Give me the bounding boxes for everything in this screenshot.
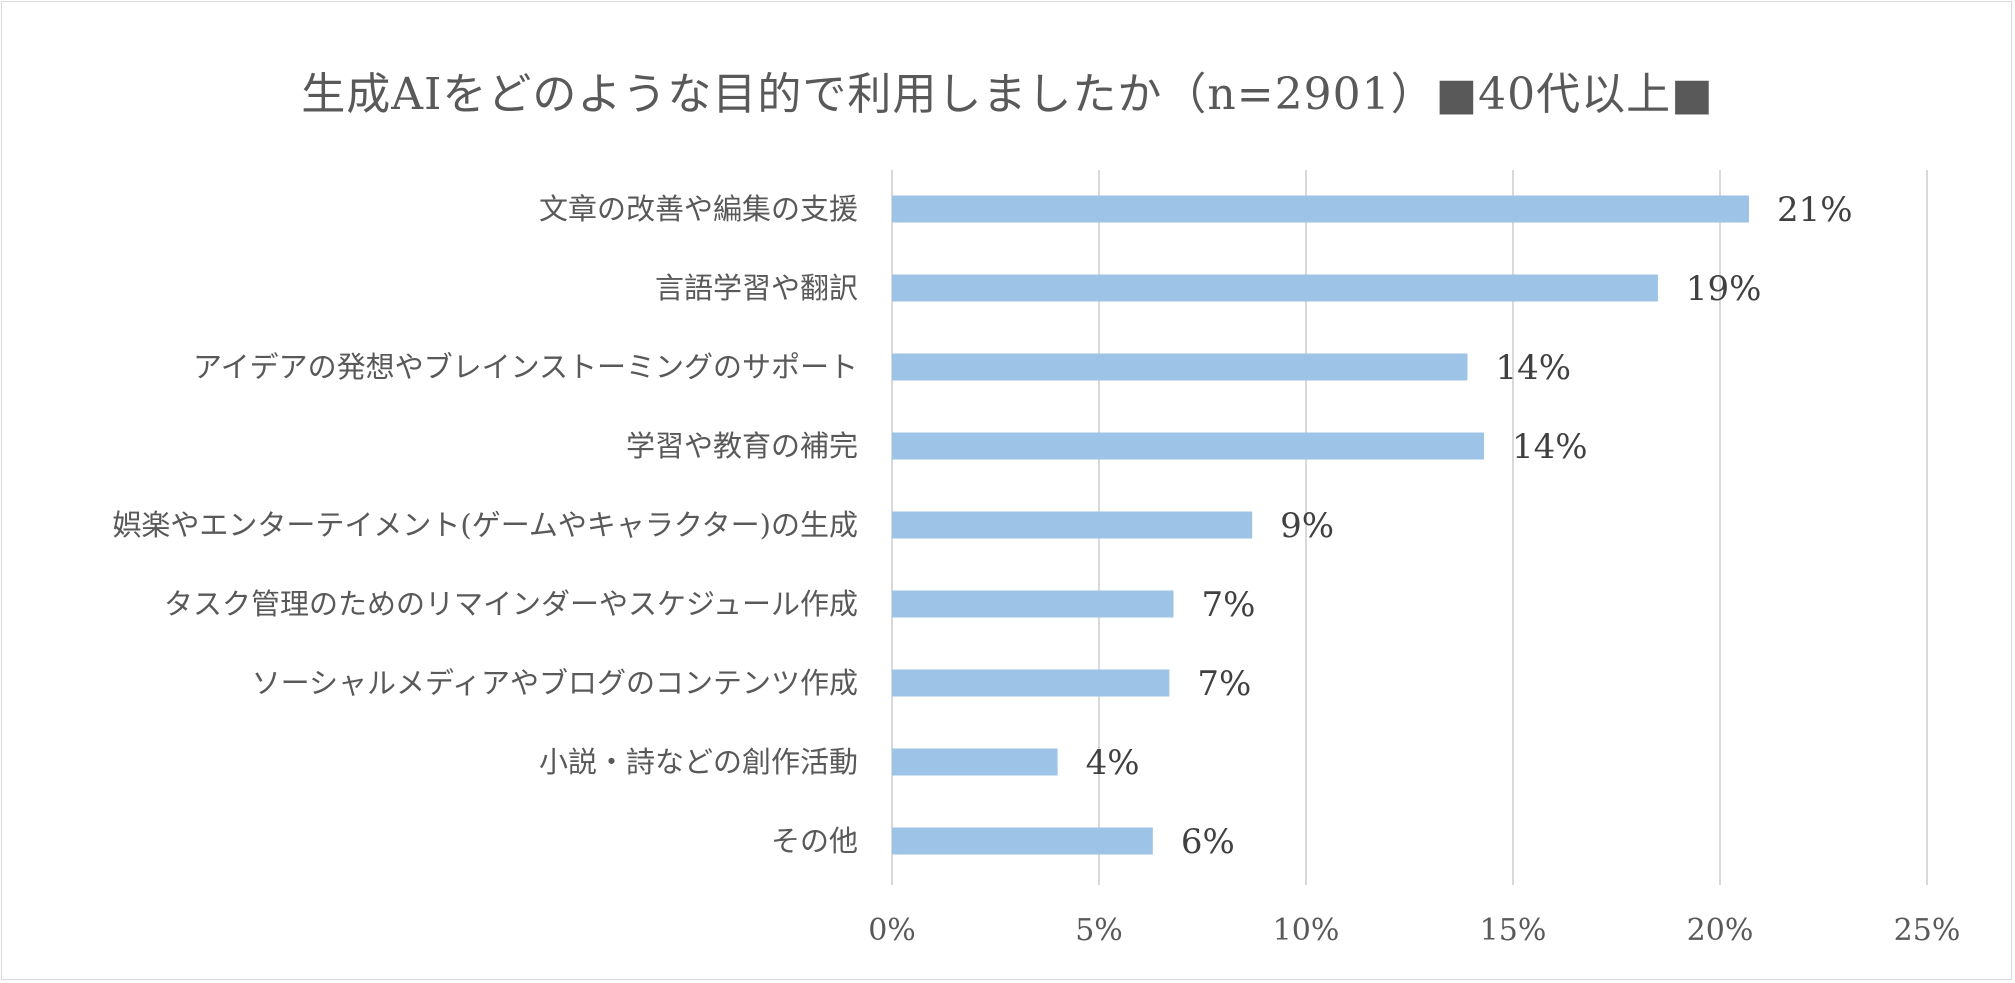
x-tick-label: 0% [868,913,916,948]
data-label: 6% [1181,822,1235,862]
data-label: 7% [1197,664,1251,704]
bar [892,353,1468,381]
category-label: 文章の改善や編集の支援 [539,192,858,226]
bar [892,511,1253,539]
bar [892,432,1485,460]
category-label: 学習や教育の補完 [626,429,858,463]
data-label: 19% [1686,269,1762,309]
bar [892,274,1658,302]
data-label: 14% [1512,427,1588,467]
data-label: 4% [1086,743,1140,783]
bar [892,669,1170,697]
bar [892,748,1058,776]
x-tick-label: 25% [1894,913,1961,948]
category-label: ソーシャルメディアやブログのコンテンツ作成 [252,666,858,700]
x-tick-label: 5% [1075,913,1123,948]
category-label: タスク管理のためのリマインダーやスケジュール作成 [164,587,858,621]
category-label: アイデアの発想やブレインストーミングのサポート [193,350,858,384]
category-label: 小説・詩などの創作活動 [539,745,858,779]
data-label: 7% [1202,585,1256,625]
data-label: 14% [1495,348,1571,388]
category-label: 言語学習や翻訳 [655,271,858,305]
chart-title: 生成AIをどのような目的で利用しましたか（n=2901）■40代以上■ [301,69,1714,120]
bar [892,827,1153,855]
x-tick-label: 20% [1687,913,1754,948]
category-label: その他 [771,824,858,858]
bar [892,195,1749,223]
category-label: 娯楽やエンターテイメント(ゲームやキャラクター)の生成 [112,508,858,542]
x-tick-label: 10% [1273,913,1340,948]
data-label: 9% [1280,506,1334,546]
x-tick-label: 15% [1480,913,1547,948]
data-label: 21% [1777,190,1853,230]
bar [892,590,1174,618]
